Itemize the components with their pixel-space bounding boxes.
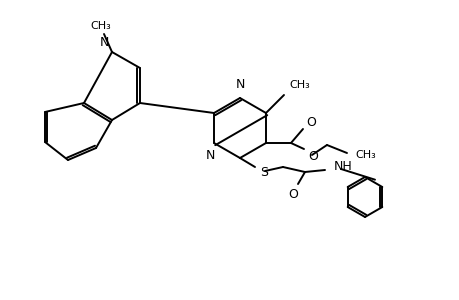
Text: N: N [205,149,214,162]
Text: O: O [308,149,317,163]
Text: N: N [100,36,109,49]
Text: N: N [235,78,244,91]
Text: CH₃: CH₃ [288,80,309,90]
Text: CH₃: CH₃ [90,21,111,31]
Text: CH₃: CH₃ [354,150,375,160]
Text: O: O [287,188,297,202]
Text: O: O [305,116,315,128]
Text: S: S [259,166,268,178]
Text: NH: NH [333,160,352,173]
